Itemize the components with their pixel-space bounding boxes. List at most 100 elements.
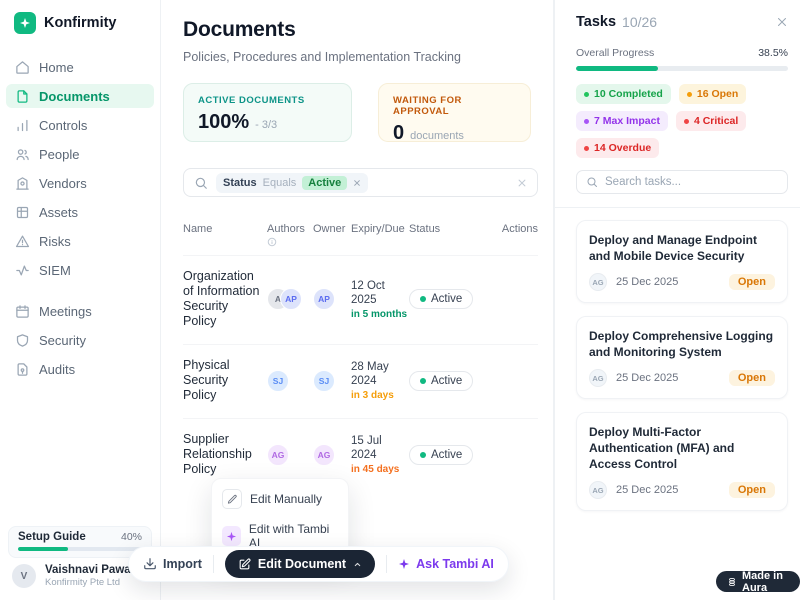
task-date: 25 Dec 2025 [616,484,679,496]
badge-max-impact[interactable]: 7 Max Impact [576,111,668,131]
made-in-aura-badge[interactable]: Made in Aura [716,570,800,594]
expiry-date: 12 Oct 2025 [351,279,385,306]
overall-progress-value: 38.5% [758,47,788,59]
sidebar-nav: Home Documents Controls People Vendors A… [0,55,160,381]
col-header-name: Name [183,223,213,235]
stat-suffix: - 3/3 [255,119,278,131]
badge-critical[interactable]: 4 Critical [675,111,747,131]
floating-action-bar: Import Edit Document Ask Tambi AI [128,546,509,582]
toolbar-divider [386,555,388,573]
remove-filter-icon[interactable] [353,179,361,187]
owner-avatar: SJ [313,369,335,392]
sidebar-item-label: Documents [39,88,110,104]
filter-chip[interactable]: Status Equals Active [216,172,369,193]
avatar: AG [267,443,289,466]
audit-file-icon [15,362,30,377]
avatar: SJ [267,369,289,392]
status-dot-icon [420,377,426,384]
alert-triangle-icon [15,234,30,249]
sidebar-item-assets[interactable]: Assets [6,200,154,224]
status-badge: Active [409,444,474,465]
document-name[interactable]: Supplier Relationship Policy [183,432,252,476]
document-name[interactable]: Organization of Information Security Pol… [183,269,260,328]
task-card[interactable]: Deploy and Manage Endpoint and Mobile De… [576,220,788,303]
table-row[interactable]: Organization of Information Security Pol… [183,255,538,345]
col-header-owner: Owner [313,223,346,235]
stat-value: 100% [198,111,250,133]
import-button[interactable]: Import [143,557,202,571]
close-icon[interactable] [776,16,788,28]
sidebar-item-security[interactable]: Security [6,328,154,352]
clear-filters-icon[interactable] [517,178,527,188]
grid-icon [15,205,30,220]
dot-icon [683,118,689,124]
sidebar-item-siem[interactable]: SIEM [6,258,154,282]
user-name: Vaishnavi Pawar [45,564,136,576]
sidebar-item-label: Audits [39,361,76,377]
documents-table: Name Authors Owner Expiry/Due Status Act… [183,209,538,492]
table-row[interactable]: Physical Security Policy SJ SJ 28 May 20… [183,344,538,419]
badge-overdue[interactable]: 14 Overdue [576,138,660,158]
filter-operator: Equals [262,176,297,189]
task-card[interactable]: Deploy Multi-Factor Authentication (MFA)… [576,412,788,511]
avatar: V [12,564,36,588]
stat-label: ACTIVE DOCUMENTS [198,95,305,106]
avatar: AP [280,288,302,310]
sidebar-item-controls[interactable]: Controls [6,113,154,137]
sparkle-icon [222,526,241,546]
document-filter-bar[interactable]: Status Equals Active [183,168,538,197]
dot-icon [584,118,589,124]
sparkle-icon [398,558,410,570]
status-dot-icon [420,296,426,302]
status-dot-icon [420,451,426,458]
sidebar-item-home[interactable]: Home [6,55,154,79]
tasks-progress-fill [576,66,658,71]
status-badge: Active [409,370,474,391]
menu-item-label: Edit Manually [250,492,323,506]
task-title: Deploy Multi-Factor Authentication (MFA)… [589,425,735,471]
waiting-approval-card: WAITING FOR APPROVAL 0 documents [378,83,531,144]
home-icon [15,60,30,75]
tasks-search-box [576,170,788,194]
sidebar-item-label: Meetings [39,303,92,319]
user-profile[interactable]: V Vaishnavi Pawar Konfirmity Pte Ltd [8,564,135,588]
people-icon [15,147,30,162]
page-title: Documents [183,18,296,41]
aura-logo-icon [727,577,737,587]
document-icon [15,89,30,104]
tasks-panel: Tasks 10/26 Overall Progress 38.5% 10 Co… [554,0,800,600]
task-date: 25 Dec 2025 [616,276,679,288]
download-icon [143,557,157,571]
sidebar-item-label: Home [39,59,74,75]
page-subtitle: Policies, Procedures and Implementation … [183,50,461,64]
sidebar-item-audits[interactable]: Audits [6,357,154,381]
filter-value: Active [302,175,348,190]
sidebar-item-people[interactable]: People [6,142,154,166]
sidebar-item-documents[interactable]: Documents [6,84,154,108]
sidebar-item-label: People [39,146,80,162]
sidebar-item-meetings[interactable]: Meetings [6,299,154,323]
badge-open[interactable]: 16 Open [678,84,747,104]
nav-section-gap [6,287,154,294]
tasks-progress-track [576,66,788,71]
konfirmity-logo-icon [14,12,36,34]
task-card[interactable]: Deploy Comprehensive Logging and Monitor… [576,316,788,399]
search-tasks-input[interactable] [605,176,778,188]
menu-item-edit-with-tambi-ai[interactable]: Edit with Tambi AI [219,519,341,553]
toolbar-divider [212,555,214,573]
authors-avatars: A AP [267,288,302,310]
sidebar-item-vendors[interactable]: Vendors [6,171,154,195]
stat-label: WAITING FOR APPROVAL [393,95,462,117]
avatar: AG [589,273,607,291]
badge-completed[interactable]: 10 Completed [576,84,671,104]
task-status-badge: Open [728,274,775,290]
document-name[interactable]: Physical Security Policy [183,358,230,402]
ask-tambi-ai-button[interactable]: Ask Tambi AI [398,557,494,571]
edit-document-button[interactable]: Edit Document [224,550,376,578]
sidebar-item-risks[interactable]: Risks [6,229,154,253]
bar-chart-icon [15,118,30,133]
setup-guide-card[interactable]: Setup Guide 40% [8,526,152,558]
expiry-note: in 45 days [351,464,400,475]
menu-item-edit-manually[interactable]: Edit Manually [219,486,341,512]
sidebar-item-label: SIEM [39,262,71,278]
